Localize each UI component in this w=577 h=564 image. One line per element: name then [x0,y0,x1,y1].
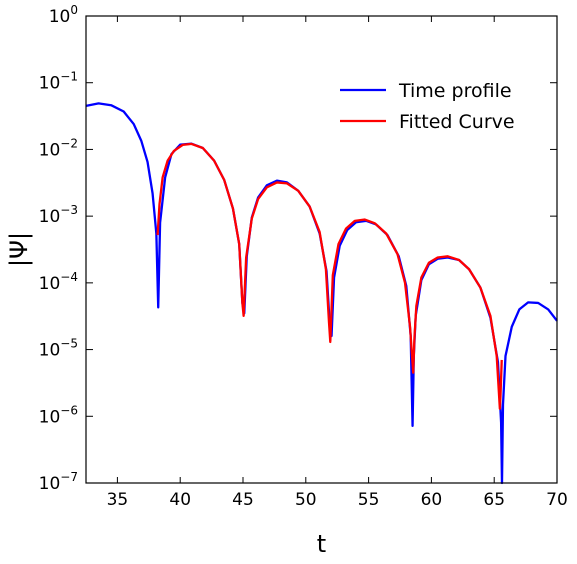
x-tick-label: 70 [546,490,568,510]
legend: Time profile Fitted Curve [340,80,515,133]
x-tick-label: 50 [295,490,317,510]
x-tick-label: 60 [421,490,443,510]
y-axis-label: |Ψ| [5,232,33,267]
series-layer [85,102,558,485]
x-tick-label: 55 [358,490,380,510]
plot-frame [85,15,558,484]
x-axis-ticks: 35 40 45 50 55 60 65 70 [107,16,568,510]
y-tick-label: 10−1 [39,70,78,94]
x-tick-label: 65 [483,490,505,510]
legend-label-time-profile: Time profile [398,80,512,102]
y-tick-label: 10−2 [39,136,78,160]
y-axis-ticks: 100 10−1 10−2 10−3 10−4 10−5 10−6 10−7 [39,3,557,494]
y-tick-label: 10−5 [39,337,78,361]
x-axis-label: t [317,530,326,558]
x-tick-label: 45 [232,490,254,510]
y-tick-label: 10−3 [39,203,78,227]
y-tick-label: 100 [49,3,78,27]
y-tick-label: 10−6 [39,403,78,427]
x-tick-label: 35 [107,490,129,510]
legend-label-fitted-curve: Fitted Curve [399,111,515,133]
series-line-fitted-curve [156,142,503,410]
x-tick-label: 40 [169,490,191,510]
y-tick-label: 10−4 [39,270,78,294]
y-tick-label: 10−7 [39,470,78,494]
